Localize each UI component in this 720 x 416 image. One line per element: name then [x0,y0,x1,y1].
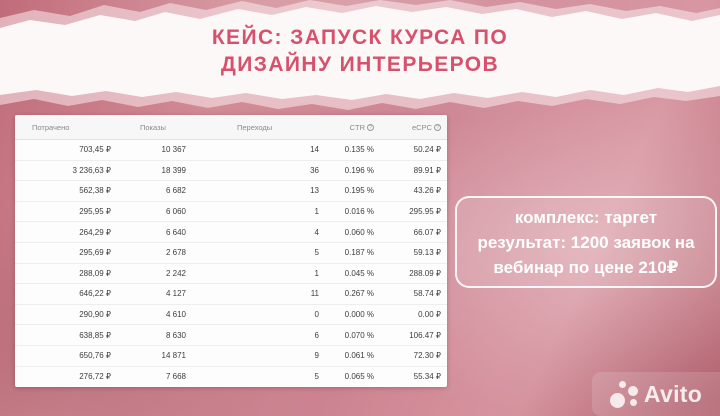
cell-impressions: 8 630 [165,330,186,340]
cell-spent: 646,22 ₽ [79,289,111,299]
cell-impressions: 2 242 [165,268,186,278]
cell-spent: 290,90 ₽ [79,310,111,320]
torn-paper-banner [0,6,720,100]
cell-clicks: 13 [310,186,319,196]
cell-impressions: 4 127 [165,289,186,299]
cell-ecpc: 288.09 ₽ [409,268,441,278]
cell-ecpc: 55.34 ₽ [413,371,441,381]
cell-spent: 264,29 ₽ [79,227,111,237]
cell-ecpc: 66.07 ₽ [413,227,441,237]
cell-spent: 562,38 ₽ [79,186,111,196]
avito-logo-icon [609,380,639,409]
cell-ecpc: 72.30 ₽ [413,351,441,361]
info-icon[interactable]: ? [367,123,374,131]
cell-clicks: 5 [314,248,319,258]
cell-ctr: 0.187 % [344,248,374,258]
cell-ecpc: 0.00 ₽ [418,310,441,320]
cell-ctr: 0.065 % [344,371,374,381]
table-row: 276,72 ₽ 7 668 5 0.065 % 55.34 ₽ [15,367,447,387]
cell-impressions: 6 640 [165,227,186,237]
cell-spent: 288,09 ₽ [79,268,111,278]
cell-clicks: 9 [314,351,319,361]
case-title-line2: ДИЗАЙНУ ИНТЕРЬЕРОВ [220,53,500,76]
header-ctr: CTR ? [325,123,380,132]
cell-spent: 650,76 ₽ [79,351,111,361]
header-ctr-label: CTR [349,122,365,132]
result-line-1: комплекс: таргет [514,207,658,227]
cell-ecpc: 50.24 ₽ [413,145,441,155]
case-title-line1: КЕЙС: ЗАПУСК КУРСА ПО [211,26,509,49]
table-row: 295,69 ₽ 2 678 5 0.187 % 59.13 ₽ [15,243,447,264]
cell-spent: 703,45 ₽ [79,145,111,155]
cell-ecpc: 106.47 ₽ [409,330,441,340]
table-header-row: Потрачено Показы Переходы CTR ? eCPC ? [15,115,447,140]
cell-impressions: 4 610 [165,310,186,320]
cell-ctr: 0.195 % [344,186,374,196]
table-row: 288,09 ₽ 2 242 1 0.045 % 288.09 ₽ [15,264,447,285]
cell-ctr: 0.045 % [344,268,374,278]
cell-impressions: 2 678 [165,248,186,258]
cell-ecpc: 58.74 ₽ [413,289,441,299]
cell-ctr: 0.267 % [344,289,374,299]
case-title: КЕЙС: ЗАПУСК КУРСА ПО ДИЗАЙНУ ИНТЕРЬЕРОВ [0,24,720,78]
cell-ecpc: 295.95 ₽ [409,207,441,217]
table-row: 646,22 ₽ 4 127 11 0.267 % 58.74 ₽ [15,284,447,305]
header-clicks: Переходы [237,122,273,132]
cell-ecpc: 43.26 ₽ [413,186,441,196]
header-spent: Потрачено [32,122,70,132]
cell-ctr: 0.196 % [344,165,374,175]
cell-clicks: 4 [314,227,319,237]
result-box: комплекс: таргет результат: 1200 заявок … [455,196,717,288]
result-line-2: результат: 1200 заявок на [477,232,695,252]
header-impressions: Показы [140,122,166,132]
avito-brand-label: Avito [643,380,703,407]
cell-impressions: 14 871 [161,351,186,361]
header-ecpc: eCPC ? [380,123,447,132]
cell-clicks: 36 [310,165,319,175]
table-row: 562,38 ₽ 6 682 13 0.195 % 43.26 ₽ [15,181,447,202]
cell-impressions: 7 668 [165,371,186,381]
cell-clicks: 1 [314,207,319,217]
cell-spent: 3 236,63 ₽ [72,165,111,175]
cell-clicks: 6 [314,330,319,340]
header-ecpc-label: eCPC [411,122,432,132]
cell-clicks: 5 [314,371,319,381]
cell-impressions: 10 367 [161,145,186,155]
cell-clicks: 1 [314,268,319,278]
cell-ecpc: 59.13 ₽ [413,248,441,258]
cell-clicks: 0 [314,310,319,320]
table-row: 295,95 ₽ 6 060 1 0.016 % 295.95 ₽ [15,202,447,223]
ads-stats-table: Потрачено Показы Переходы CTR ? eCPC ? 7… [15,115,447,387]
cell-spent: 276,72 ₽ [79,371,111,381]
info-icon[interactable]: ? [434,123,441,131]
cell-ctr: 0.070 % [344,330,374,340]
table-row: 703,45 ₽ 10 367 14 0.135 % 50.24 ₽ [15,140,447,161]
cell-spent: 295,69 ₽ [79,248,111,258]
cell-ctr: 0.000 % [344,310,374,320]
table-body: 703,45 ₽ 10 367 14 0.135 % 50.24 ₽ 3 236… [15,140,447,386]
cell-clicks: 14 [310,145,319,155]
cell-ecpc: 89.91 ₽ [413,165,441,175]
avito-watermark: Avito [592,372,720,416]
result-line-3: вебинар по цене 210₽ [493,257,679,277]
cell-ctr: 0.016 % [344,207,374,217]
table-row: 3 236,63 ₽ 18 399 36 0.196 % 89.91 ₽ [15,161,447,182]
cell-ctr: 0.060 % [344,227,374,237]
table-row: 650,76 ₽ 14 871 9 0.061 % 72.30 ₽ [15,346,447,367]
cell-ctr: 0.135 % [344,145,374,155]
cell-impressions: 6 682 [165,186,186,196]
cell-clicks: 11 [310,289,319,299]
cell-impressions: 18 399 [161,165,186,175]
cell-spent: 295,95 ₽ [79,207,111,217]
table-row: 264,29 ₽ 6 640 4 0.060 % 66.07 ₽ [15,222,447,243]
cell-ctr: 0.061 % [344,351,374,361]
cell-spent: 638,85 ₽ [79,330,111,340]
table-row: 290,90 ₽ 4 610 0 0.000 % 0.00 ₽ [15,305,447,326]
table-row: 638,85 ₽ 8 630 6 0.070 % 106.47 ₽ [15,325,447,346]
cell-impressions: 6 060 [165,207,186,217]
